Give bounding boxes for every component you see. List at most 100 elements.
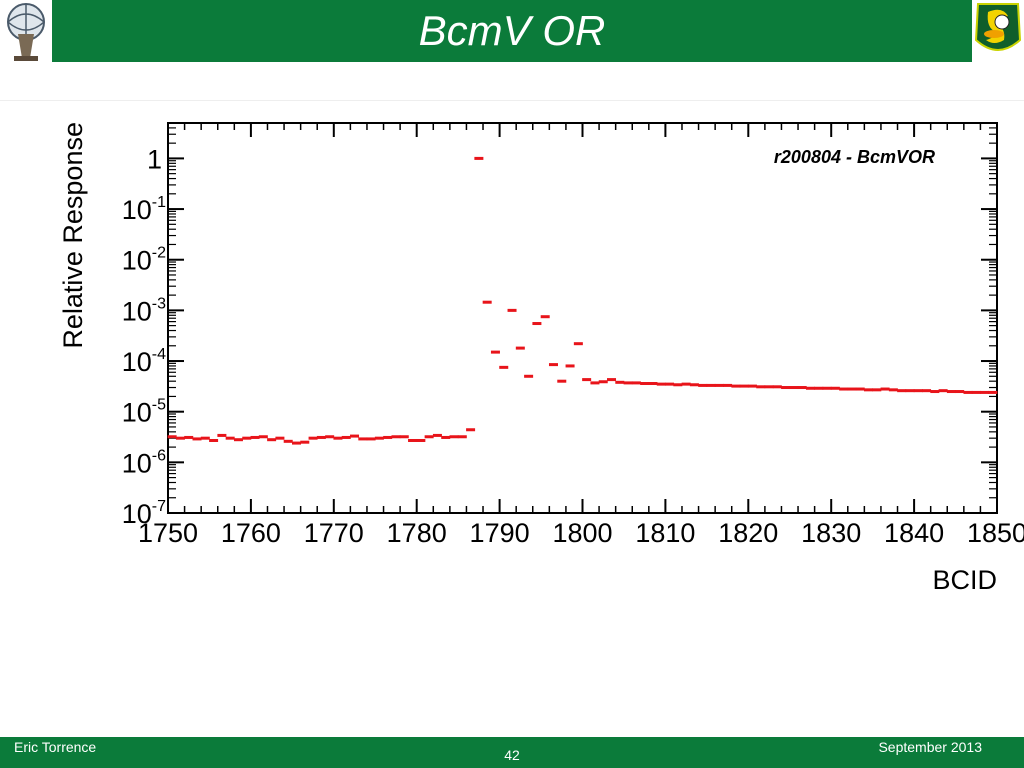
data-point <box>872 388 882 392</box>
data-point <box>515 346 525 350</box>
data-point <box>789 386 799 390</box>
y-tick-label: 10-7 <box>122 498 166 529</box>
data-point <box>233 438 243 442</box>
data-point <box>184 435 194 439</box>
data-point <box>457 435 467 439</box>
data-point <box>739 384 749 388</box>
x-tick-label: 1810 <box>635 518 695 548</box>
y-tick-label: 10-4 <box>122 346 166 377</box>
data-point <box>971 390 981 394</box>
data-point <box>781 386 791 390</box>
data-point <box>656 382 666 386</box>
data-point <box>283 439 293 443</box>
data-point <box>300 440 310 444</box>
data-point <box>598 380 608 384</box>
data-point <box>805 386 815 390</box>
data-point <box>175 436 185 440</box>
data-point <box>747 384 757 388</box>
x-tick-label: 1840 <box>884 518 944 548</box>
footer-date: September 2013 <box>878 739 982 755</box>
data-point <box>366 437 376 441</box>
data-point <box>855 387 865 391</box>
data-point <box>673 383 683 387</box>
title-bar <box>0 0 1024 62</box>
data-point <box>681 382 691 386</box>
data-point <box>822 386 832 390</box>
data-point <box>325 435 335 439</box>
data-point <box>623 381 633 385</box>
y-tick-label: 10-5 <box>122 397 166 428</box>
data-point <box>200 436 210 440</box>
data-point <box>275 436 285 440</box>
x-tick-label: 1820 <box>718 518 778 548</box>
data-point <box>980 390 990 394</box>
data-point <box>499 365 509 369</box>
data-point <box>615 380 625 384</box>
data-point <box>756 385 766 389</box>
data-point <box>474 156 484 160</box>
y-tick-label: 10-1 <box>122 194 166 225</box>
x-tick-label: 1790 <box>470 518 530 548</box>
y-axis-title: Relative Response <box>58 122 88 349</box>
data-point <box>341 435 351 439</box>
data-point <box>482 300 492 304</box>
data-point <box>557 379 567 383</box>
data-point <box>714 383 724 387</box>
x-tick-label: 1760 <box>221 518 281 548</box>
data-point <box>723 383 733 387</box>
data-point <box>242 436 252 440</box>
data-point <box>416 438 426 442</box>
data-point <box>988 390 998 394</box>
data-point <box>358 437 368 441</box>
data-point <box>217 433 227 437</box>
bcmv-or-chart: 1750 1760 1770 1780 1790 1800 1810 1820 1830 1840… <box>58 122 1024 595</box>
data-point <box>167 435 177 439</box>
data-point <box>333 436 343 440</box>
data-point <box>432 433 442 437</box>
data-point <box>590 381 600 385</box>
data-point <box>880 387 890 391</box>
data-point <box>225 436 235 440</box>
data-point <box>764 385 774 389</box>
data-point <box>922 389 932 393</box>
data-point <box>424 435 434 439</box>
data-point <box>897 389 907 393</box>
data-point <box>192 437 202 441</box>
data-point <box>814 386 824 390</box>
x-tick-label: 1770 <box>304 518 364 548</box>
data-point <box>408 438 418 442</box>
x-tick-label: 1850 <box>967 518 1024 548</box>
data-point <box>706 383 716 387</box>
data-point <box>864 388 874 392</box>
plot-frame <box>167 122 998 514</box>
chart-axes: 1750 1760 1770 1780 1790 1800 1810 1820 1830 1840… <box>122 122 1024 548</box>
data-point <box>267 438 277 442</box>
data-point <box>316 435 326 439</box>
data-point <box>565 364 575 368</box>
data-point <box>250 435 260 439</box>
data-point <box>938 389 948 393</box>
data-point <box>913 389 923 393</box>
data-point <box>689 383 699 387</box>
data-point <box>291 441 301 445</box>
data-point <box>209 438 219 442</box>
data-point <box>847 387 857 391</box>
y-tick-label: 10-3 <box>122 295 166 326</box>
data-point <box>466 428 476 432</box>
x-tick-label: 1780 <box>387 518 447 548</box>
data-point <box>391 435 401 439</box>
data-point <box>607 378 617 382</box>
data-point <box>350 434 360 438</box>
y-tick-label: 10-6 <box>122 447 166 478</box>
data-point <box>665 382 675 386</box>
footer-author: Eric Torrence <box>14 739 97 755</box>
data-point <box>955 390 965 394</box>
atlas-logo-icon <box>0 0 52 62</box>
x-axis-title: BCID <box>932 565 997 595</box>
data-point <box>839 387 849 391</box>
data-point <box>258 435 268 439</box>
data-point <box>573 342 583 346</box>
x-tick-label: 1830 <box>801 518 861 548</box>
data-point <box>540 315 550 319</box>
